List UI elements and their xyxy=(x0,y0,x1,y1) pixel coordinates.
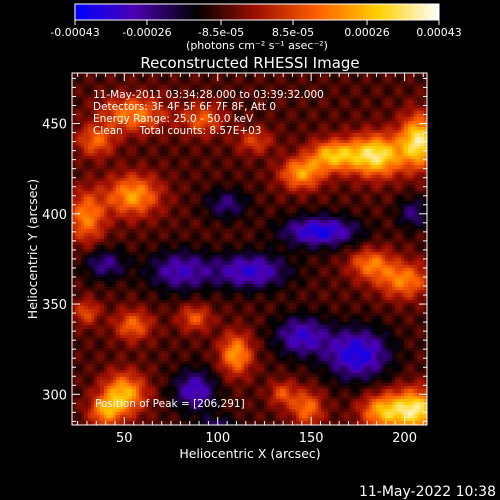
colorbar-tick-label: 8.5e-05 xyxy=(272,26,314,39)
annotation-block: 11-May-2011 03:34:28.000 to 03:39:32.000… xyxy=(93,89,324,137)
annotation-detectors: Detectors: 3F 4F 5F 6F 7F 8F, Att 0 xyxy=(93,101,276,113)
annotation-time-range: 11-May-2011 03:34:28.000 to 03:39:32.000 xyxy=(93,89,324,101)
axis-ticks: 50 100 150 200 300 350 400 450 xyxy=(42,73,427,446)
y-tick-label: 300 xyxy=(42,388,67,403)
colorbar-ticks: -0.00043 -0.00026 -8.5e-05 8.5e-05 0.00026 0.… xyxy=(50,20,462,39)
y-axis-label: Heliocentric Y (arcsec) xyxy=(25,179,40,319)
annotation-energy-range: Energy Range: 25.0 - 50.0 keV xyxy=(93,113,254,125)
colorbar-strip xyxy=(75,4,439,20)
colorbar-tick-label: 0.00026 xyxy=(344,26,390,39)
colorbar-tick-label: -0.00026 xyxy=(122,26,171,39)
x-axis-label: Heliocentric X (arcsec) xyxy=(179,446,320,461)
footer-timestamp: 11-May-2022 10:38 xyxy=(359,484,496,500)
y-tick-label: 400 xyxy=(42,208,67,223)
colorbar-tick-label: -0.00043 xyxy=(50,26,99,39)
x-tick-label: 200 xyxy=(392,431,417,446)
colorbar-unit-label: (photons cm⁻² s⁻¹ asec⁻²) xyxy=(186,39,328,52)
heatmap-image-container xyxy=(72,73,427,425)
x-tick-label: 100 xyxy=(205,431,230,446)
peak-position-label: Position of Peak = [206,291] xyxy=(95,398,245,410)
plot-area: 50 100 150 200 300 350 400 450 11-May-2011 03:3… xyxy=(42,72,428,446)
colorbar: -0.00043 -0.00026 -8.5e-05 8.5e-05 0.00026 0.… xyxy=(50,3,462,52)
colorbar-tick-label: 0.00043 xyxy=(416,26,462,39)
y-tick-label: 350 xyxy=(42,298,67,313)
x-tick-label: 150 xyxy=(299,431,324,446)
x-tick-label: 50 xyxy=(116,431,133,446)
plot-frame xyxy=(71,72,428,426)
colorbar-frame xyxy=(74,3,440,21)
heatmap-canvas xyxy=(72,73,427,425)
y-tick-label: 450 xyxy=(42,118,67,133)
annotation-total-counts: Clean Total counts: 8.57E+03 xyxy=(93,125,262,137)
chart-title: Reconstructed RHESSI Image xyxy=(140,54,359,72)
colorbar-tick-label: -8.5e-05 xyxy=(198,26,244,39)
